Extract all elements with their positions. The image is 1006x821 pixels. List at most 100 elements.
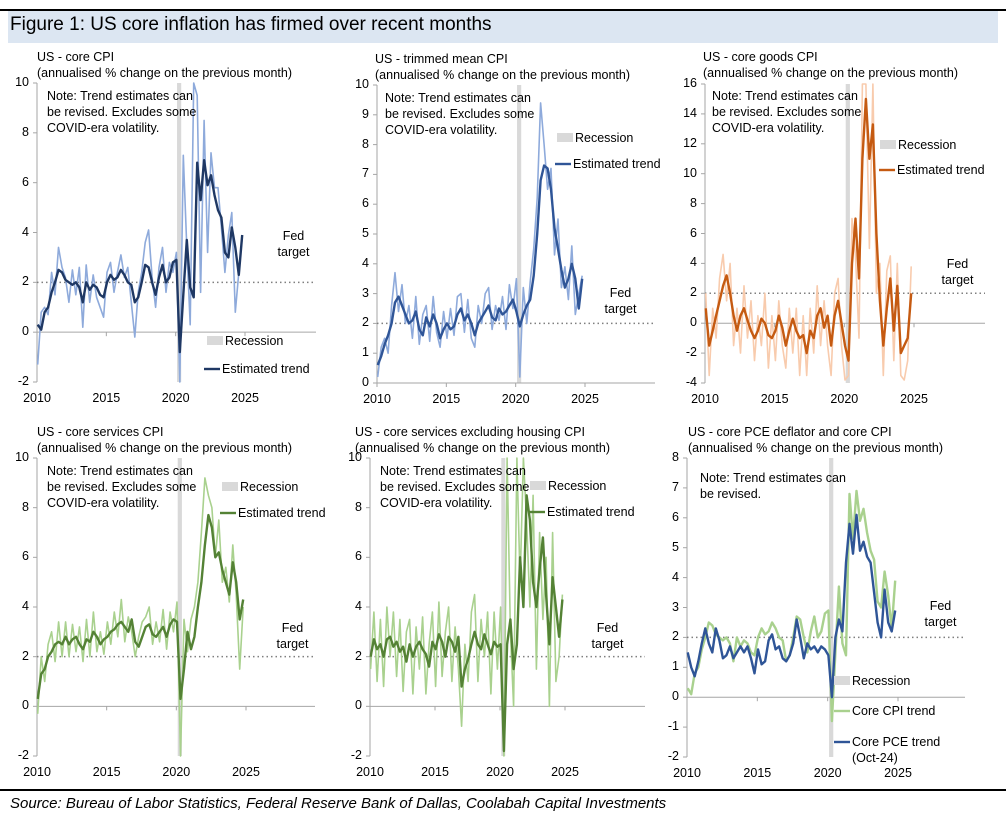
chart-note: Note: Trend estimates can be revised. — [700, 471, 846, 501]
recession-band — [829, 458, 834, 757]
trend-series-line — [36, 513, 245, 701]
chart-note: Note: Trend estimates can be revised. Ex… — [385, 91, 535, 137]
chart-subtitle: (annualised % change on the previous mon… — [37, 66, 293, 80]
y-tick-label: 4 — [362, 255, 369, 270]
y-tick-label: 12 — [683, 135, 697, 150]
y-tick-label: 4 — [672, 569, 679, 584]
y-tick-label: 8 — [22, 124, 29, 139]
recession-band — [177, 458, 182, 756]
fed-target-label: Fed target — [941, 257, 974, 287]
raw-series-line — [36, 477, 244, 757]
legend-entry-label: Estimated trend — [547, 505, 635, 519]
x-tick-label: 2020 — [161, 391, 190, 405]
top-rule — [0, 9, 1006, 11]
y-tick-label: -2 — [685, 345, 697, 360]
x-tick-label: 2025 — [231, 391, 259, 405]
y-tick-label: 0 — [22, 324, 29, 339]
y-tick-label: 4 — [690, 255, 697, 270]
y-tick-label: -2 — [17, 374, 29, 388]
chart-subtitle: (annualised % change on the previous mon… — [355, 441, 611, 455]
legend-entry-label: Estimated trend — [573, 157, 661, 171]
legend-entry-label: Estimated trend — [238, 506, 326, 520]
chart-title: US - core services CPI — [37, 425, 164, 439]
x-tick-label: 2020 — [486, 765, 514, 779]
legend-entry-label: Core PCE trend (Oct-24) — [852, 735, 941, 765]
x-tick-label: 2010 — [673, 766, 701, 780]
legend-entry-label: Core CPI trend — [852, 704, 936, 718]
legend-entry-label: Estimated trend — [222, 362, 310, 376]
recession-band — [177, 83, 182, 382]
trend-series-line — [369, 494, 564, 753]
y-tick-label: 4 — [355, 599, 362, 613]
y-tick-label: 14 — [683, 105, 697, 120]
y-tick-label: 3 — [362, 285, 369, 300]
y-tick-label: 2 — [22, 648, 29, 663]
y-tick-label: 0 — [362, 375, 369, 389]
recession-band — [517, 85, 522, 383]
y-tick-label: 2 — [690, 285, 697, 300]
chart-title: US - core CPI — [37, 50, 115, 64]
y-tick-label: 6 — [22, 174, 29, 189]
y-tick-label: 10 — [683, 165, 697, 180]
chart-title: US - core PCE deflator and core CPI — [688, 425, 892, 439]
legend-recession-label: Recession — [575, 131, 634, 145]
x-tick-label: 2015 — [421, 765, 449, 779]
y-tick-label: 10 — [348, 450, 362, 464]
legend-recession-swatch — [222, 482, 238, 491]
y-tick-label: -2 — [17, 748, 29, 762]
y-tick-label: 4 — [22, 224, 29, 239]
trend-series-line — [704, 97, 913, 362]
raw-series-line — [36, 82, 243, 383]
y-tick-label: 10 — [15, 450, 29, 464]
chart-subtitle: (annualised % change on the previous mon… — [37, 441, 293, 455]
y-tick-label: 4 — [22, 599, 29, 613]
y-tick-label: 10 — [15, 75, 29, 89]
legend-recession-label: Recession — [898, 138, 957, 152]
x-tick-label: 2010 — [363, 392, 391, 406]
y-tick-label: 6 — [355, 549, 362, 564]
y-tick-label: -2 — [667, 749, 679, 763]
y-tick-label: 2 — [672, 629, 679, 644]
y-tick-label: 8 — [672, 450, 679, 464]
y-tick-label: 0 — [690, 315, 697, 330]
x-tick-label: 2020 — [813, 766, 842, 780]
y-tick-label: 8 — [362, 136, 369, 151]
recession-band — [501, 458, 506, 756]
title-band — [8, 11, 998, 43]
chart-title: US - trimmed mean CPI — [375, 52, 508, 66]
x-tick-label: 2025 — [232, 765, 260, 779]
x-tick-label: 2020 — [501, 392, 530, 406]
x-tick-label: 2020 — [830, 392, 859, 406]
y-tick-label: 8 — [690, 195, 697, 210]
x-tick-label: 2010 — [23, 765, 51, 779]
y-tick-label: 3 — [672, 599, 679, 614]
legend-entry-label: Estimated trend — [897, 163, 985, 177]
chart-note: Note: Trend estimates can be revised. Ex… — [47, 464, 197, 510]
legend-recession-label: Recession — [240, 480, 299, 494]
trend-series-line — [376, 164, 584, 366]
legend-recession-label: Recession — [548, 479, 607, 493]
y-tick-label: 6 — [22, 549, 29, 564]
trend-series-line — [36, 158, 244, 354]
x-tick-label: 2020 — [162, 765, 191, 779]
legend-recession-swatch — [207, 336, 223, 345]
y-tick-label: 6 — [362, 196, 369, 211]
bottom-rule — [0, 789, 1006, 791]
legend-recession-swatch — [834, 676, 850, 685]
x-tick-label: 2025 — [571, 392, 599, 406]
x-tick-label: 2010 — [23, 391, 51, 405]
x-tick-label: 2015 — [743, 766, 772, 780]
legend-recession-label: Recession — [852, 674, 911, 688]
y-tick-label: 8 — [22, 499, 29, 514]
y-tick-label: 6 — [690, 225, 697, 240]
chart-note: Note: Trend estimates can be revised. Ex… — [380, 464, 530, 510]
raw-series-line — [376, 102, 583, 378]
source-note: Source: Bureau of Labor Statistics, Fede… — [10, 795, 667, 812]
y-tick-label: 0 — [22, 698, 29, 713]
x-tick-label: 2025 — [551, 765, 579, 779]
trend-series-line — [686, 513, 897, 699]
y-tick-label: 9 — [362, 106, 369, 121]
x-tick-label: 2015 — [92, 391, 121, 405]
